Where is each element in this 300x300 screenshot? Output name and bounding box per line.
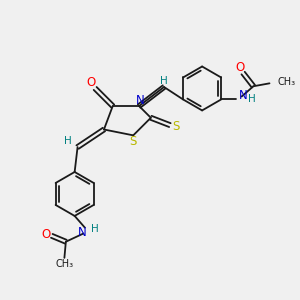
Text: H: H <box>91 224 99 234</box>
Text: O: O <box>86 76 95 89</box>
Text: S: S <box>172 120 180 133</box>
Text: N: N <box>136 94 145 107</box>
Text: N: N <box>239 89 248 102</box>
Text: CH₃: CH₃ <box>55 259 74 269</box>
Text: O: O <box>236 61 245 74</box>
Text: O: O <box>41 228 51 241</box>
Text: CH₃: CH₃ <box>278 77 296 87</box>
Text: S: S <box>130 135 137 148</box>
Text: H: H <box>160 76 168 85</box>
Text: H: H <box>248 94 256 104</box>
Text: N: N <box>78 226 87 239</box>
Text: H: H <box>64 136 72 146</box>
